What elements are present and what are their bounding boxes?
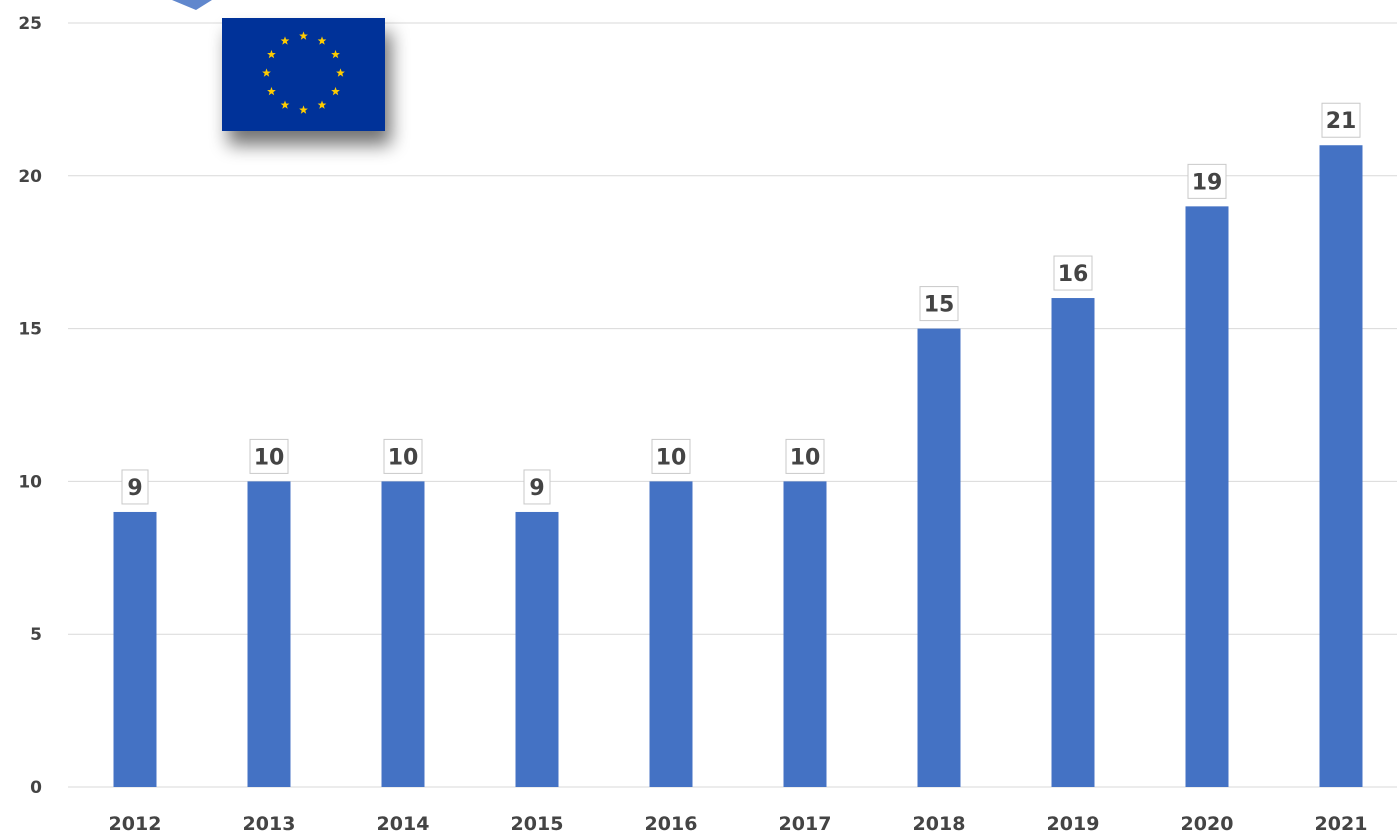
x-tick-label: 2018	[913, 813, 966, 835]
star-icon	[267, 49, 276, 59]
star-icon	[267, 86, 276, 96]
star-icon	[280, 36, 290, 45]
x-tick-label: 2017	[779, 813, 832, 835]
star-icon	[317, 100, 327, 109]
x-tick-label: 2012	[109, 813, 162, 835]
star-icon	[336, 68, 345, 77]
data-label: 10	[254, 445, 285, 470]
data-label: 19	[1192, 170, 1223, 195]
x-tick-label: 2020	[1181, 813, 1234, 835]
data-labels: 9 10 10 9 10 10 15 16 19 21	[121, 102, 1361, 505]
data-label: 10	[388, 445, 419, 470]
y-tick-label: 15	[18, 320, 42, 340]
star-icon	[299, 31, 308, 40]
eu-flag-icon	[222, 18, 385, 131]
y-axis-ticks: 0 5 10 15 20 25	[18, 14, 42, 798]
data-label-box	[523, 469, 551, 505]
star-icon	[262, 68, 271, 77]
data-label: 10	[656, 445, 687, 470]
data-label-box	[919, 286, 959, 322]
x-tick-label: 2015	[511, 813, 564, 835]
x-tick-label: 2016	[645, 813, 698, 835]
data-label-box	[1321, 102, 1361, 138]
y-tick-label: 5	[30, 625, 42, 645]
star-icon	[317, 36, 327, 45]
y-tick-label: 0	[30, 778, 42, 798]
bar-2018	[917, 328, 961, 787]
data-label: 16	[1058, 262, 1089, 287]
star-icon	[280, 100, 290, 109]
bar-2020	[1185, 206, 1229, 788]
bar-2015	[515, 511, 559, 787]
x-tick-label: 2021	[1315, 813, 1368, 835]
data-label: 15	[924, 293, 955, 318]
data-label-box	[383, 438, 423, 474]
star-icon	[299, 105, 308, 114]
data-label-box	[651, 438, 691, 474]
star-icon	[331, 49, 340, 59]
callout-pointer-icon	[172, 0, 212, 10]
bar-2021	[1319, 145, 1363, 788]
bar-2016	[649, 481, 693, 787]
bar-2017	[783, 481, 827, 787]
data-label-box	[249, 438, 289, 474]
bar-2013	[247, 481, 291, 787]
data-label: 21	[1326, 109, 1357, 134]
bar-2019	[1051, 298, 1095, 787]
bars	[113, 145, 1363, 788]
x-tick-label: 2019	[1047, 813, 1100, 835]
data-label-box	[121, 469, 149, 505]
data-label: 9	[529, 476, 544, 501]
star-icon	[331, 86, 340, 96]
y-tick-label: 25	[18, 14, 42, 34]
bar-2012	[113, 511, 157, 787]
data-label: 10	[790, 445, 821, 470]
x-tick-label: 2014	[377, 813, 430, 835]
bar-2014	[381, 481, 425, 787]
data-label-box	[1187, 163, 1227, 199]
data-label: 9	[127, 476, 142, 501]
data-label-box	[785, 438, 825, 474]
x-axis-ticks: 2012 2013 2014 2015 2016 2017 2018 2019 2020 2021	[109, 813, 1368, 835]
y-tick-label: 20	[18, 167, 42, 187]
x-tick-label: 2013	[243, 813, 296, 835]
data-label-box	[1053, 255, 1093, 291]
y-tick-label: 10	[18, 472, 42, 492]
